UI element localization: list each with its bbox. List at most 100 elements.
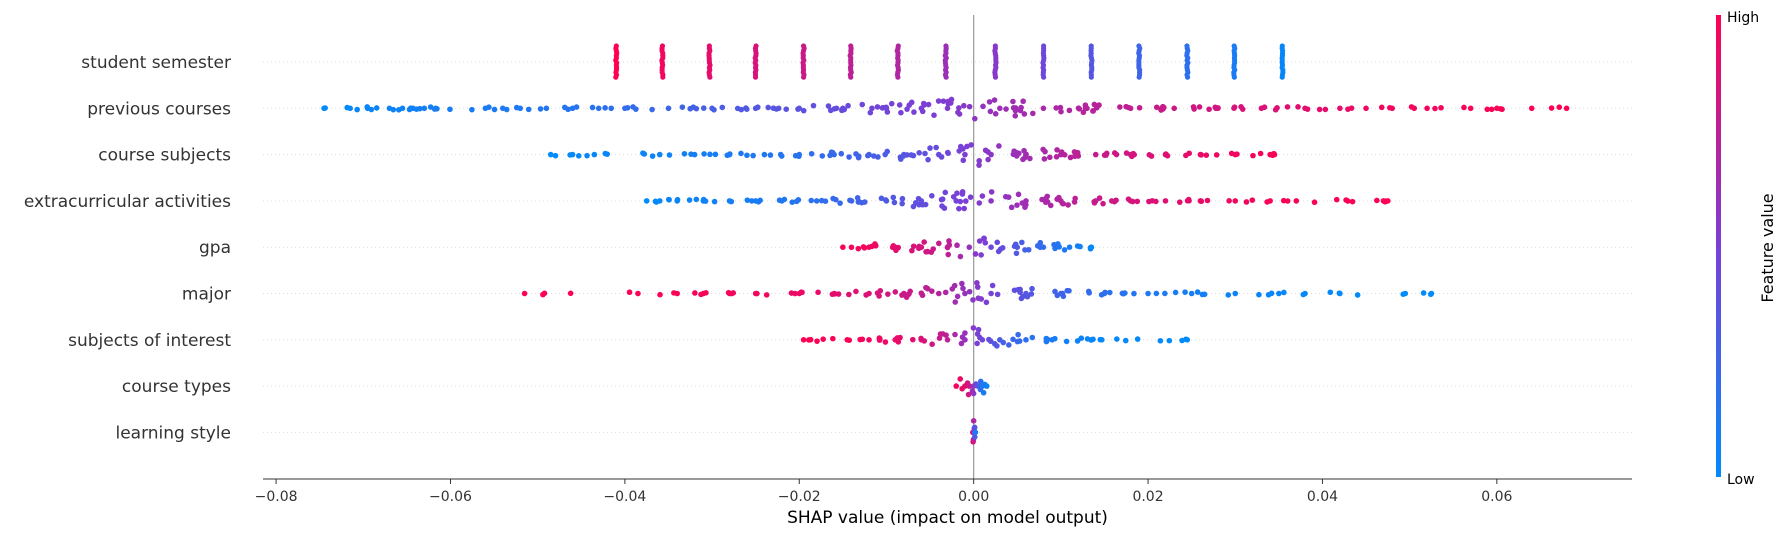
shap-point bbox=[1003, 106, 1009, 112]
shap-point bbox=[960, 146, 966, 152]
shap-point bbox=[1015, 331, 1021, 338]
shap-point bbox=[1012, 113, 1019, 119]
shap-point bbox=[1053, 154, 1060, 160]
shap-point bbox=[830, 195, 836, 202]
shap-point bbox=[1014, 244, 1021, 250]
shap-point bbox=[979, 337, 986, 343]
shap-point bbox=[957, 376, 964, 382]
shap-point bbox=[819, 153, 826, 159]
feature-label: previous courses bbox=[87, 99, 231, 119]
shap-point bbox=[1113, 151, 1120, 158]
shap-point bbox=[899, 195, 906, 202]
shap-point bbox=[1438, 104, 1444, 111]
shap-point bbox=[1040, 105, 1047, 112]
shap-point bbox=[994, 239, 1001, 246]
shap-point bbox=[846, 291, 852, 298]
shap-point bbox=[970, 325, 977, 331]
shap-point bbox=[1548, 105, 1555, 111]
shap-point bbox=[838, 150, 845, 157]
shap-point bbox=[908, 152, 915, 158]
shap-point bbox=[867, 109, 874, 116]
shap-point bbox=[1016, 150, 1022, 157]
shap-point bbox=[1197, 151, 1204, 158]
shap-point bbox=[1010, 336, 1016, 343]
shap-point bbox=[815, 289, 821, 296]
shap-point bbox=[822, 198, 829, 204]
shap-point bbox=[969, 388, 976, 394]
shap-point bbox=[1146, 152, 1153, 158]
shap-point bbox=[1022, 247, 1028, 253]
shap-point bbox=[1042, 148, 1048, 155]
feature-label: gpa bbox=[199, 238, 231, 258]
shap-point bbox=[1005, 342, 1012, 348]
shap-point bbox=[892, 244, 898, 250]
shap-point bbox=[1037, 239, 1044, 246]
shap-point bbox=[899, 200, 905, 207]
shap-point bbox=[765, 104, 771, 111]
shap-point bbox=[469, 106, 475, 113]
shap-point bbox=[974, 280, 980, 286]
shap-point bbox=[928, 249, 935, 255]
shap-point bbox=[918, 337, 925, 343]
shap-point bbox=[693, 105, 700, 112]
shap-point bbox=[1127, 105, 1134, 112]
shap-point bbox=[961, 102, 967, 109]
shap-point bbox=[1054, 147, 1060, 153]
colorbar-high-label: High bbox=[1727, 10, 1759, 26]
shap-point bbox=[626, 289, 633, 296]
shap-point bbox=[909, 247, 915, 254]
shap-point bbox=[447, 106, 453, 113]
shap-point bbox=[1029, 285, 1035, 292]
shap-point bbox=[1047, 202, 1054, 209]
shap-point bbox=[1191, 106, 1197, 112]
shap-point bbox=[866, 244, 872, 250]
shap-point bbox=[940, 331, 946, 337]
shap-point bbox=[848, 198, 855, 204]
shap-point bbox=[942, 289, 949, 296]
shap-point bbox=[1017, 107, 1024, 114]
shap-point bbox=[656, 198, 663, 204]
shap-point bbox=[767, 152, 774, 158]
x-tick-label: −0.08 bbox=[255, 489, 298, 505]
shap-point bbox=[1484, 106, 1491, 113]
shap-point bbox=[956, 105, 962, 111]
shap-point bbox=[540, 291, 546, 298]
shap-point bbox=[901, 151, 907, 158]
feature-label: major bbox=[182, 285, 231, 305]
shap-point bbox=[1281, 289, 1287, 296]
shap-point bbox=[613, 74, 619, 80]
shap-point bbox=[970, 297, 976, 303]
shap-point bbox=[1044, 198, 1051, 205]
shap-point bbox=[965, 391, 972, 398]
shap-point bbox=[1058, 290, 1064, 297]
shap-point bbox=[1183, 152, 1189, 159]
shap-point bbox=[1041, 74, 1047, 80]
shap-point bbox=[1153, 198, 1159, 205]
shap-point bbox=[866, 290, 872, 297]
shap-point bbox=[1136, 104, 1143, 111]
shap-point bbox=[921, 239, 927, 245]
shap-point bbox=[777, 151, 784, 158]
shap-point bbox=[947, 100, 954, 106]
shap-point bbox=[1061, 247, 1068, 253]
shap-point bbox=[983, 383, 990, 389]
shap-point bbox=[354, 106, 360, 113]
shap-point bbox=[399, 105, 406, 112]
shap-point bbox=[1092, 198, 1099, 204]
shap-point bbox=[877, 287, 884, 294]
shap-point bbox=[1166, 337, 1173, 344]
shap-point bbox=[1153, 104, 1160, 111]
shap-point bbox=[940, 98, 947, 104]
shap-point bbox=[1067, 154, 1074, 161]
shap-point bbox=[1272, 106, 1279, 113]
shap-point bbox=[1385, 198, 1391, 204]
shap-point bbox=[726, 290, 733, 297]
shap-point bbox=[569, 105, 576, 112]
shap-point bbox=[743, 106, 750, 112]
shap-point bbox=[1103, 152, 1109, 158]
shap-point bbox=[1232, 151, 1239, 158]
shap-point bbox=[1153, 290, 1160, 297]
shap-point bbox=[1284, 104, 1291, 110]
shap-point bbox=[595, 105, 602, 112]
